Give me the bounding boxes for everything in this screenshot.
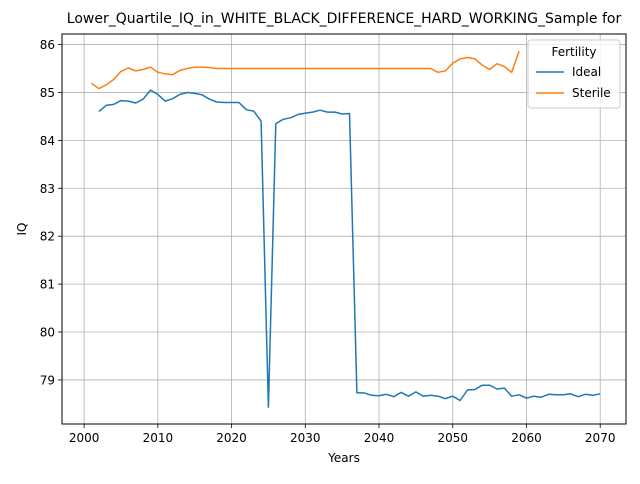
axis-ticks: 2000 2010 2020 2030 2040 2050 2060 2070 79 80 81 82…	[40, 38, 616, 445]
y-tick-label: 81	[40, 278, 55, 292]
y-tick-label: 85	[40, 86, 55, 100]
x-axis-title: Years	[327, 451, 360, 465]
x-tick-label: 2040	[364, 431, 395, 445]
y-tick-label: 79	[40, 373, 55, 387]
x-tick-label: 2010	[143, 431, 174, 445]
x-tick-label: 2060	[511, 431, 542, 445]
x-tick-label: 2020	[216, 431, 247, 445]
y-tick-label: 84	[40, 134, 55, 148]
x-tick-label: 2000	[69, 431, 100, 445]
legend-label-ideal: Ideal	[572, 65, 601, 79]
x-tick-label: 2050	[437, 431, 468, 445]
y-tick-label: 80	[40, 326, 55, 340]
y-tick-label: 83	[40, 182, 55, 196]
legend-title: Fertility	[551, 45, 596, 59]
legend: Fertility Ideal Sterile	[527, 39, 621, 109]
x-tick-label: 2070	[585, 431, 616, 445]
legend-label-sterile: Sterile	[572, 86, 611, 100]
y-tick-label: 82	[40, 230, 55, 244]
series-lines	[91, 50, 601, 408]
legend-box	[527, 39, 621, 109]
plot-frame	[61, 33, 627, 425]
y-axis-title: IQ	[15, 223, 29, 236]
grid	[62, 34, 626, 424]
legend-entries: Ideal Sterile	[536, 65, 611, 100]
x-tick-label: 2030	[290, 431, 321, 445]
y-tick-label: 86	[40, 38, 55, 52]
series-line-sterile	[91, 50, 520, 90]
series-line-ideal	[98, 89, 601, 408]
chart-title: Lower_Quartile_IQ_in_WHITE_BLACK_DIFFERE…	[67, 11, 622, 27]
